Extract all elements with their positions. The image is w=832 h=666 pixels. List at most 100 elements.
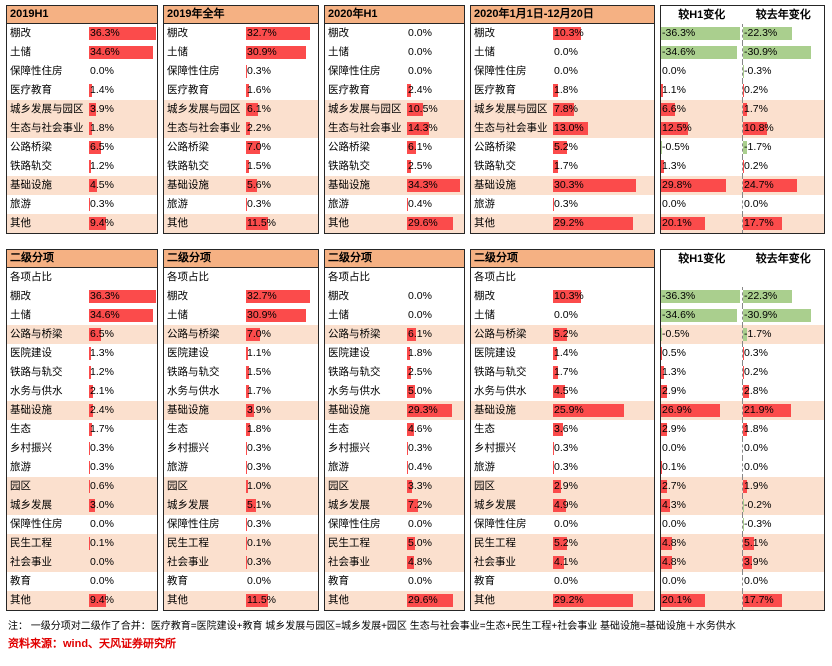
category-label: 水务与供水 [167,385,220,397]
negative-bar [743,46,811,59]
category-label: 医疗教育 [474,84,516,96]
table-row: 乡村振兴 0.3% [471,439,654,458]
positive-bar [246,347,249,360]
change-panel-header: 较H1变化 较去年变化 [661,6,824,24]
value-cell: 3.9% [89,100,157,119]
value-label: 29.6% [408,217,438,229]
value-cell: 2.4% [407,81,464,100]
category-label: 保障性住房 [10,65,63,77]
positive-bar [89,122,93,135]
table-row: 城乡发展与园区 10.5% [325,100,464,119]
value-label: 1.8% [744,423,768,435]
value-cell: 1.6% [246,81,318,100]
positive-bar [246,404,254,417]
value-label: 0.3% [408,442,432,454]
table-row: 26.9% 21.9% [661,401,824,420]
table-row: 4.3% -0.2% [661,496,824,515]
value-cell: 1.9% [742,477,824,496]
positive-bar [246,65,247,78]
value-cell: 5.2% [553,534,654,553]
value-cell: 6.1% [407,325,464,344]
table-row: 医疗教育 1.8% [471,81,654,100]
value-cell: 6.5% [89,325,157,344]
value-cell: 3.9% [742,553,824,572]
value-cell: 7.0% [246,138,318,157]
value-cell: 2.8% [742,382,824,401]
table-row: 0.1% 0.0% [661,458,824,477]
value-cell: 10.3% [553,287,654,306]
category-label: 医疗教育 [10,84,52,96]
category-label: 园区 [10,480,31,492]
value-cell: 0.3% [553,195,654,214]
value-cell: 10.3% [553,24,654,43]
value-label: 10.3% [554,27,584,39]
positive-bar [89,423,93,436]
negative-bar [743,65,744,78]
value-label: 7.0% [247,141,271,153]
spacer-row [661,268,824,287]
category-label: 生态 [10,423,31,435]
table-row: 其他 29.2% [471,591,654,610]
category-label: 铁路轨交 [474,160,516,172]
positive-bar [661,404,720,417]
positive-bar [407,141,417,154]
value-label: 1.8% [408,347,432,359]
table-row: 4.8% 5.1% [661,534,824,553]
table-row: 棚改 10.3% [471,24,654,43]
value-cell: 0.0% [742,439,824,458]
value-label: 0.0% [408,575,432,587]
panel-header: 二级分项 [471,250,654,268]
value-label: 0.4% [408,198,432,210]
category-label: 旅游 [10,461,31,473]
value-cell: 0.3% [246,439,318,458]
value-cell: -22.3% [742,287,824,306]
table-row: 2.9% 1.8% [661,420,824,439]
value-label: 2.8% [744,385,768,397]
value-label: 29.2% [554,217,584,229]
value-label: -22.3% [744,290,778,302]
value-label: 3.0% [90,499,114,511]
value-label: 1.4% [554,347,578,359]
positive-bar [246,160,249,173]
value-label: 11.5% [247,594,276,606]
positive-bar [407,122,430,135]
positive-bar [89,290,156,303]
value-cell: 0.0% [407,306,464,325]
value-label: -0.3% [744,65,772,77]
positive-bar [661,122,689,135]
value-label: 0.2% [744,366,768,378]
data-panel: 2019年全年 棚改 32.7% 土储 30.9% 保障性住房 0.3% 医疗教育 1.6% 城乡… [163,5,319,234]
table-row: 基础设施 29.3% [325,401,464,420]
value-cell: 6.6% [661,100,742,119]
positive-bar [553,84,558,97]
value-cell: 13.0% [553,119,654,138]
value-label: 2.9% [662,423,686,435]
value-label: 21.9% [744,404,774,416]
value-label: -0.5% [662,328,690,340]
table-row: 城乡发展与园区 7.8% [471,100,654,119]
positive-bar [407,499,419,512]
table-row: 公路与桥梁 7.0% [164,325,318,344]
panel-header: 2020年1月1日-12月20日 [471,6,654,24]
positive-bar [246,423,250,436]
value-cell: 0.0% [553,572,654,591]
table-row: 旅游 0.4% [325,195,464,214]
subheader: 各项占比 [167,271,209,283]
category-label: 医院建设 [167,347,209,359]
category-label: 其他 [328,217,349,229]
value-label: 30.9% [247,46,277,58]
value-cell: 0.0% [407,287,464,306]
table-row: 其他 29.6% [325,591,464,610]
positive-bar [553,385,566,398]
table-row: -36.3% -22.3% [661,24,824,43]
value-label: 4.8% [662,537,686,549]
value-cell: 0.1% [661,458,742,477]
value-cell: 26.9% [661,401,742,420]
positive-bar [89,217,107,230]
table-row: 生态与社会事业 2.2% [164,119,318,138]
category-label: 乡村振兴 [328,442,370,454]
table-row: 其他 29.6% [325,214,464,233]
category-label: 医院建设 [328,347,370,359]
value-cell: 0.0% [661,515,742,534]
positive-bar [553,556,565,569]
